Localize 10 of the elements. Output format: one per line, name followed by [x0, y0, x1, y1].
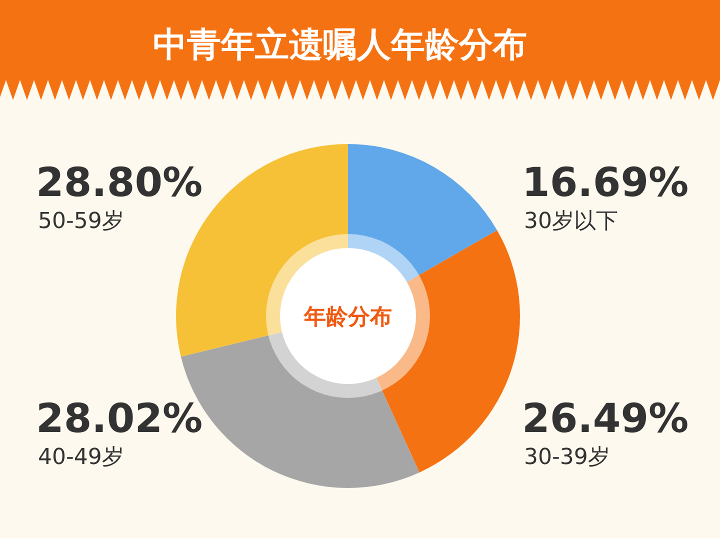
data-label: 16.69% [522, 160, 689, 206]
slice-label: 50-59岁 [38, 209, 124, 234]
slice-label: 30岁以下 [524, 209, 618, 234]
data-label: 28.80% [36, 160, 203, 206]
data-label: 26.49% [522, 396, 689, 442]
slice-label: 40-49岁 [38, 445, 124, 470]
text: 年龄分布 [303, 305, 392, 330]
data-label: 28.02% [36, 396, 203, 442]
slice-label: 30-39岁 [524, 445, 610, 470]
chart-title: 中青年立遗嘱人年龄分布 [153, 25, 527, 65]
